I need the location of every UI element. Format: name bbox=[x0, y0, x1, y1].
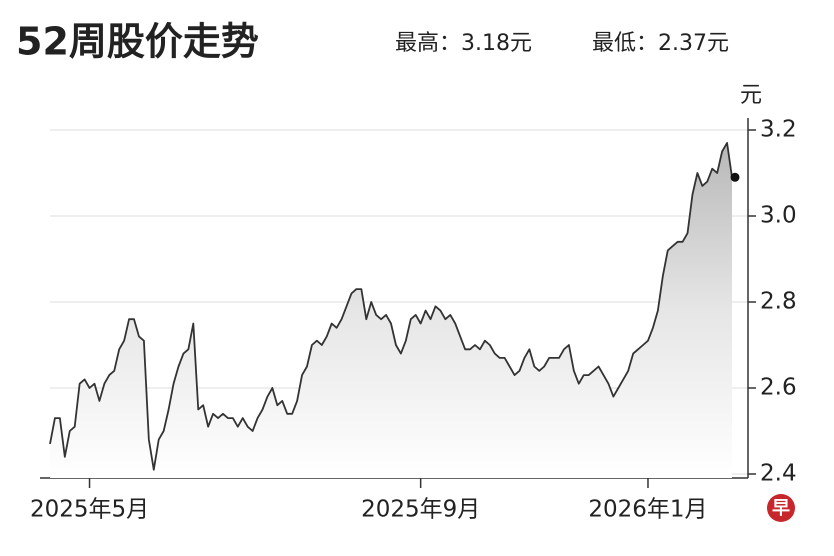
x-tick-label: 2026年1月 bbox=[588, 497, 707, 523]
y-tick-label: 3.0 bbox=[760, 203, 797, 229]
x-tick-label: 2025年5月 bbox=[30, 497, 149, 523]
logo: 早 bbox=[772, 498, 790, 519]
logo-badge bbox=[767, 494, 795, 522]
x-tick-label: 2025年9月 bbox=[361, 497, 480, 523]
chart-title: 52周股价走势 bbox=[16, 20, 259, 64]
y-tick-label: 2.8 bbox=[760, 289, 797, 315]
y-tick-label: 2.6 bbox=[760, 375, 797, 401]
y-tick-label: 3.2 bbox=[760, 117, 797, 143]
y-tick-label: 2.4 bbox=[760, 461, 797, 487]
high-stat: 最高：3.18元 bbox=[395, 31, 532, 56]
y-unit: 元 bbox=[740, 83, 762, 108]
last-price-dot bbox=[730, 172, 740, 182]
price-line bbox=[49, 142, 733, 471]
low-stat: 最低：2.37元 bbox=[592, 31, 729, 56]
area bbox=[50, 142, 732, 478]
